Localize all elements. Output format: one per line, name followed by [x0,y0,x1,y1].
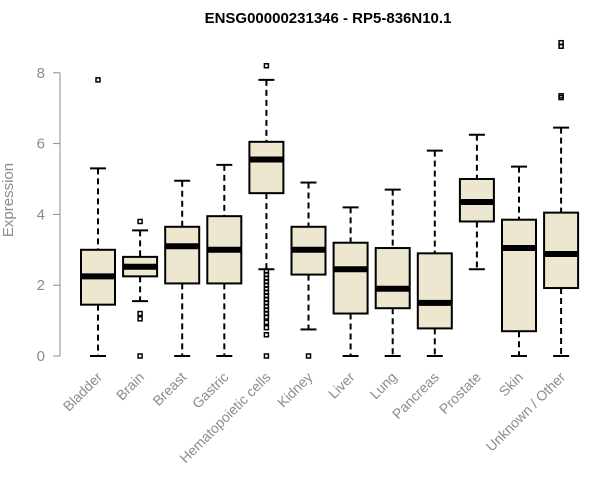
y-tick-label: 0 [37,348,45,365]
y-axis-label: Expression [0,163,17,237]
box-liver [332,206,369,357]
box-iqr [332,241,369,315]
outlier-point [137,316,143,322]
box-lung [374,188,411,357]
box-unknown-other [543,39,580,357]
y-tick-label: 4 [37,206,45,223]
outlier-point [137,310,143,317]
outlier-point [137,218,143,225]
x-tick-label: Skin [496,369,527,400]
x-tick-label: Lung [366,369,399,402]
outlier-point [263,324,270,331]
box-iqr [374,247,411,310]
y-axis: 0 2 4 6 8 [37,65,61,365]
box-prostate [458,133,495,271]
x-tick-label: Unknown / Other [483,369,569,455]
outlier-point [263,62,270,69]
outlier-point [263,353,270,359]
outlier-point [558,94,564,101]
outlier-point [263,319,270,326]
box-iqr [164,225,201,285]
y-tick-label: 6 [37,136,45,153]
box-bladder [80,77,116,357]
x-tick-label: Breast [149,369,189,409]
outlier-point [95,77,101,83]
chart-title: ENSG00000231346 - RP5-836N10.1 [205,10,452,27]
x-tick-label: Bladder [60,369,106,415]
box-iqr [543,211,580,290]
x-tick-label: Brain [113,369,147,403]
box-breast [164,179,201,357]
y-tick-label: 2 [37,277,45,294]
box-iqr [501,218,537,333]
box-pancreas [416,149,453,357]
outlier-point [305,353,312,359]
box-brain [122,218,159,359]
outlier-point [558,43,564,49]
box-kidney [290,181,327,359]
box-skin [501,165,537,357]
x-tick-label: Prostate [436,369,484,417]
box-gastric [206,163,243,357]
box-iqr [416,252,453,330]
outlier-point [137,353,143,359]
box-iqr [248,140,285,195]
box-hematopoietic-cells [248,62,285,359]
x-tick-label: Liver [325,369,358,402]
plot-area [80,39,580,359]
x-tick-label: Kidney [274,369,316,411]
outlier-point [263,314,270,320]
outlier-point [263,332,270,338]
y-tick-label: 8 [37,65,45,82]
x-tick-label: Pancreas [389,369,442,422]
